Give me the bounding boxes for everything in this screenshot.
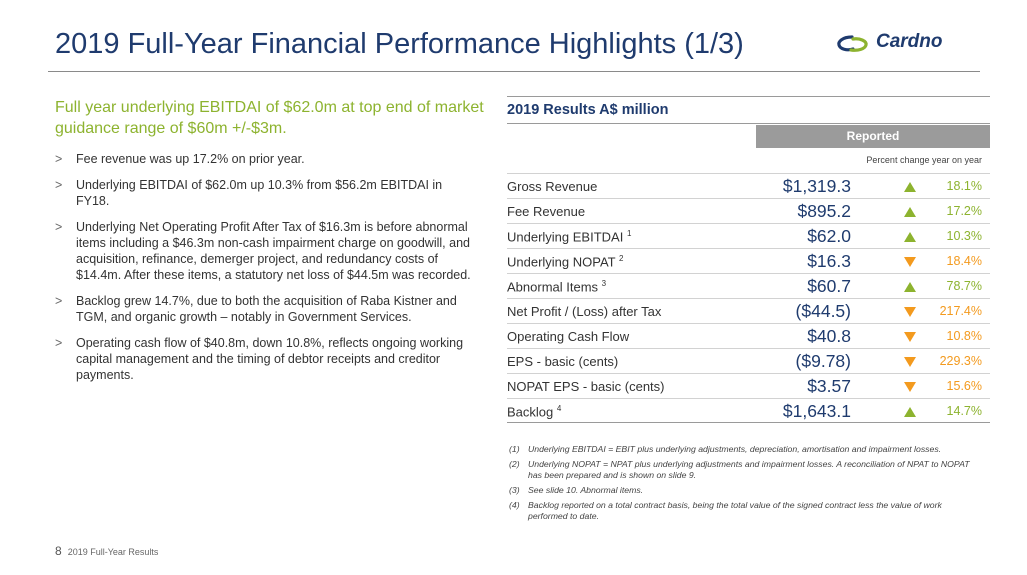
triangle-down-icon: [904, 332, 916, 342]
triangle-up-icon: [904, 207, 916, 217]
percent-change: 10.3%: [946, 229, 982, 243]
highlights-list: > Fee revenue was up 17.2% on prior year.…: [55, 151, 475, 393]
reported-value: $40.8: [807, 326, 851, 346]
chevron-right-icon: >: [55, 294, 63, 308]
reported-header: Reported: [756, 125, 990, 148]
row-label: Fee Revenue: [507, 204, 586, 219]
list-item: > Backlog grew 14.7%, due to both the acq…: [55, 294, 457, 324]
table-row: Net Profit / (Loss) after Tax ($44.5) 217.…: [507, 298, 990, 323]
footnote-text: Underlying EBITDAI = EBIT plus underlyin…: [528, 444, 942, 454]
row-label: Abnormal Items 3: [507, 279, 607, 295]
footnote-marker: 2: [619, 254, 624, 263]
footnote-marker: 3: [601, 279, 607, 288]
results-table: Gross Revenue $1,319.3 18.1% Fee Revenue $89…: [507, 173, 990, 423]
table-row: Underlying NOPAT 2 $16.3 18.4%: [507, 248, 990, 273]
cardno-swoosh-icon: [837, 35, 868, 52]
footnote-marker: 4: [556, 404, 562, 413]
list-item: > Underlying EBITDAI of $62.0m up 10.3% f…: [55, 178, 443, 208]
table-row: Underlying EBITDAI 1 $62.0 10.3%: [507, 223, 990, 248]
reported-value: $895.2: [797, 201, 851, 221]
page-title: 2019 Full-Year Financial Performance Hig…: [55, 28, 744, 60]
reported-value: $60.7: [807, 276, 851, 296]
triangle-down-icon: [904, 307, 916, 317]
footer-text: 2019 Full-Year Results: [67, 547, 159, 557]
footnote-text: See slide 10. Abnormal items.: [528, 485, 644, 495]
row-label: Operating Cash Flow: [507, 329, 630, 344]
footnote-text: Underlying NOPAT = NPAT plus underlying …: [528, 459, 970, 480]
table-row: Abnormal Items 3 $60.7 78.7%: [507, 273, 990, 298]
title-divider: [48, 71, 980, 72]
row-label: Net Profit / (Loss) after Tax: [507, 304, 662, 319]
table-row: EPS - basic (cents) ($9.78) 229.3%: [507, 348, 990, 373]
logo-wordmark: Cardno: [876, 31, 943, 52]
table-title: 2019 Results A$ million: [507, 102, 669, 118]
percent-change: 18.1%: [946, 179, 982, 193]
percent-change: 217.4%: [939, 304, 982, 318]
cardno-logo: Cardno: [836, 31, 986, 56]
triangle-up-icon: [904, 282, 916, 292]
reported-value: $62.0: [807, 226, 851, 246]
table-row: NOPAT EPS - basic (cents) $3.57 15.6%: [507, 373, 990, 398]
percent-change: 18.4%: [946, 254, 982, 268]
chevron-right-icon: >: [55, 152, 63, 166]
row-label: Underlying NOPAT 2: [507, 254, 624, 270]
table-row: Fee Revenue $895.2 17.2%: [507, 198, 990, 223]
row-label: Gross Revenue: [507, 179, 598, 194]
footnote-number: (3): [509, 485, 520, 495]
triangle-down-icon: [904, 357, 916, 367]
table-header-rule: [507, 123, 990, 124]
percent-change: 78.7%: [946, 279, 982, 293]
table-top-rule: [507, 96, 990, 97]
reported-value: $1,319.3: [782, 176, 851, 196]
table-row: Gross Revenue $1,319.3 18.1%: [507, 173, 990, 198]
footnote-number: (4): [509, 500, 520, 510]
reported-value: $3.57: [807, 376, 851, 396]
triangle-up-icon: [904, 407, 916, 417]
reported-value: ($9.78): [795, 351, 851, 371]
reported-value: $16.3: [807, 251, 851, 271]
row-label: NOPAT EPS - basic (cents): [507, 379, 665, 394]
triangle-up-icon: [904, 232, 916, 242]
page-number: 8: [55, 544, 62, 558]
percent-change-note: Percent change year on year: [866, 155, 982, 165]
percent-change: 15.6%: [946, 379, 982, 393]
percent-change: 229.3%: [939, 354, 982, 368]
footnote: (4) Backlog reported on a total contract …: [509, 500, 979, 522]
percent-change: 14.7%: [946, 404, 982, 418]
footnote: (2) Underlying NOPAT = NPAT plus underlyi…: [509, 459, 979, 481]
list-item: > Fee revenue was up 17.2% on prior year.: [55, 152, 305, 166]
footnote-marker: 1: [626, 229, 632, 238]
triangle-down-icon: [904, 382, 916, 392]
row-label: EPS - basic (cents): [507, 354, 619, 369]
table-row: Backlog 4 $1,643.1 14.7%: [507, 398, 990, 423]
footnote-text: Backlog reported on a total contract bas…: [528, 500, 942, 521]
headline: Full year underlying EBITDAI of $62.0m a…: [55, 99, 484, 137]
row-label: Backlog 4: [507, 404, 562, 420]
percent-change: 10.8%: [946, 329, 982, 343]
chevron-right-icon: >: [55, 336, 63, 350]
reported-value: ($44.5): [795, 301, 851, 321]
footer: 8 2019 Full-Year Results: [55, 544, 158, 558]
triangle-down-icon: [904, 257, 916, 267]
row-label: Underlying EBITDAI 1: [507, 229, 632, 245]
footnote-number: (1): [509, 444, 520, 454]
list-item: > Operating cash flow of $40.8m, down 10.…: [55, 336, 464, 382]
chevron-right-icon: >: [55, 220, 63, 234]
footnote: (3) See slide 10. Abnormal items.: [509, 485, 979, 496]
reported-value: $1,643.1: [782, 401, 851, 421]
chevron-right-icon: >: [55, 178, 63, 192]
footnote-number: (2): [509, 459, 520, 469]
footnote: (1) Underlying EBITDAI = EBIT plus underl…: [509, 444, 979, 455]
list-item: > Underlying Net Operating Profit After T…: [55, 220, 471, 282]
table-row: Operating Cash Flow $40.8 10.8%: [507, 323, 990, 348]
percent-change: 17.2%: [946, 204, 982, 218]
triangle-up-icon: [904, 182, 916, 192]
footnotes: (1) Underlying EBITDAI = EBIT plus underl…: [509, 444, 979, 526]
